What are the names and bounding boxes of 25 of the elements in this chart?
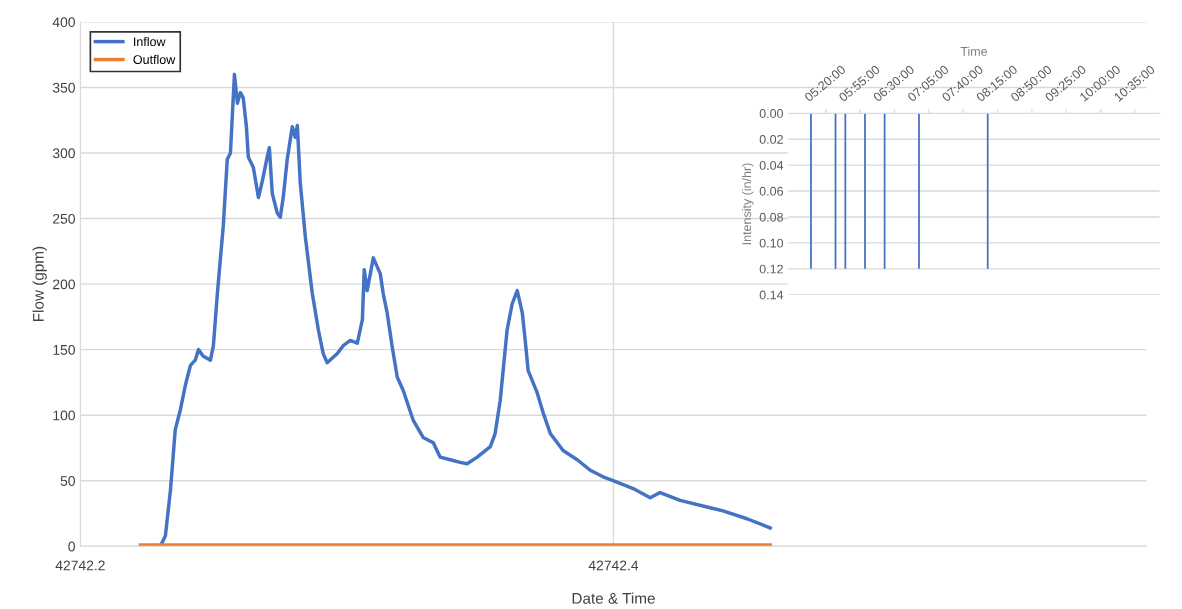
y-tick-label: 0.06 bbox=[759, 186, 783, 196]
x-axis-title: Date & Time bbox=[572, 592, 655, 604]
y-tick-label: 350 bbox=[52, 82, 75, 93]
legend-label: Inflow bbox=[134, 36, 166, 47]
y-tick-label: 0.00 bbox=[759, 109, 784, 118]
y-tick-label: 0.12 bbox=[759, 264, 783, 274]
legend-label: Outflow bbox=[133, 54, 176, 65]
y-tick-label: 200 bbox=[53, 279, 75, 290]
y-tick-label: 100 bbox=[53, 410, 75, 421]
y-tick-label: 0.10 bbox=[759, 238, 784, 248]
y-tick-label: 400 bbox=[52, 17, 75, 28]
y-tick-label: 300 bbox=[52, 148, 75, 159]
y-tick-label: 250 bbox=[53, 213, 75, 224]
y-tick-label: 0.02 bbox=[759, 135, 783, 144]
y-tick-label: 0.04 bbox=[759, 160, 784, 170]
x-axis-title: Time bbox=[960, 46, 988, 56]
y-tick-label: 50 bbox=[60, 476, 75, 486]
x-tick-label: 42742.2 bbox=[55, 560, 105, 571]
y-tick-label: 0 bbox=[68, 541, 75, 552]
y-axis-title: Flow (gpm) bbox=[32, 246, 47, 322]
y-tick-label: 150 bbox=[53, 344, 75, 355]
x-tick-label: 42742.4 bbox=[588, 560, 639, 571]
y-tick-label: 0.08 bbox=[759, 212, 783, 222]
y-axis-title: Intensity (in/hr) bbox=[742, 163, 754, 245]
y-tick-label: 0.14 bbox=[759, 290, 784, 300]
